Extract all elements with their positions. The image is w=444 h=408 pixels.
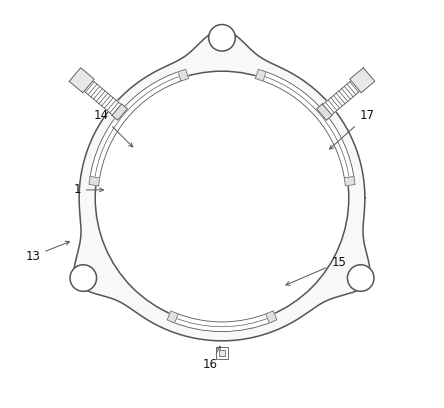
Polygon shape [317,104,332,120]
Polygon shape [89,177,99,186]
Text: 13: 13 [25,241,70,263]
Polygon shape [320,75,367,118]
Circle shape [70,265,96,291]
Text: 17: 17 [329,109,374,149]
Polygon shape [266,311,277,323]
Polygon shape [350,68,375,93]
Text: 15: 15 [286,256,346,285]
Text: 1: 1 [73,184,103,196]
FancyBboxPatch shape [216,347,228,359]
Circle shape [348,265,374,291]
Polygon shape [77,75,124,118]
Polygon shape [167,311,178,323]
Polygon shape [112,104,127,120]
Polygon shape [345,177,355,186]
Polygon shape [255,69,266,81]
Circle shape [95,71,349,325]
Polygon shape [178,69,189,81]
Polygon shape [69,68,94,93]
Polygon shape [90,71,185,182]
Text: 14: 14 [94,109,133,147]
Circle shape [209,24,235,51]
Text: 16: 16 [202,346,220,371]
FancyBboxPatch shape [219,350,225,356]
Polygon shape [74,30,370,341]
Polygon shape [259,71,354,182]
Polygon shape [171,313,273,332]
